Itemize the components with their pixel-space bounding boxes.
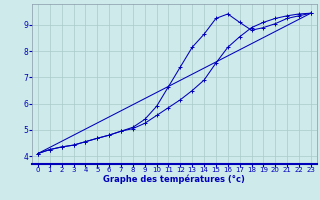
X-axis label: Graphe des températures (°c): Graphe des températures (°c) bbox=[103, 175, 245, 184]
